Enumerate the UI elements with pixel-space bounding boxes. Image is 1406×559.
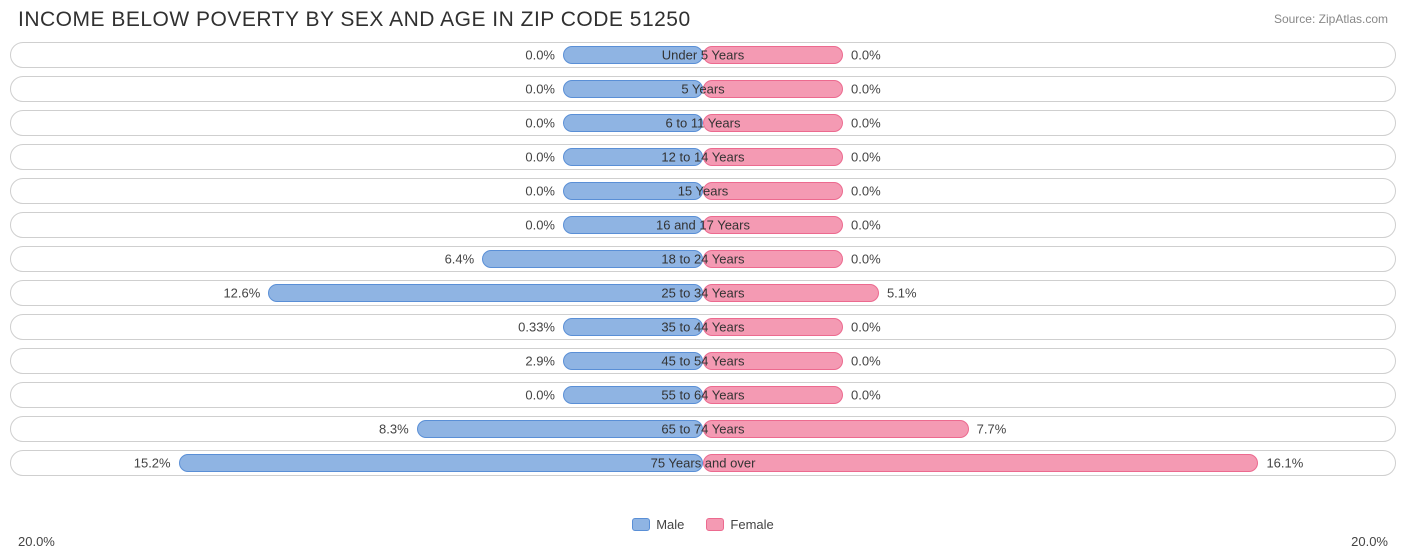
axis-left-max: 20.0% bbox=[18, 534, 55, 549]
category-label: 25 to 34 Years bbox=[661, 286, 744, 301]
chart-row: 6.4% 0.0% 18 to 24 Years bbox=[10, 246, 1396, 272]
male-value-label: 12.6% bbox=[223, 286, 260, 301]
chart-row: 2.9% 0.0% 45 to 54 Years bbox=[10, 348, 1396, 374]
female-value-label: 0.0% bbox=[851, 388, 881, 403]
legend-male-label: Male bbox=[656, 517, 684, 532]
female-value-label: 0.0% bbox=[851, 150, 881, 165]
male-value-label: 6.4% bbox=[445, 252, 475, 267]
male-value-label: 15.2% bbox=[134, 456, 171, 471]
male-value-label: 0.0% bbox=[525, 184, 555, 199]
male-value-label: 0.0% bbox=[525, 82, 555, 97]
female-value-label: 0.0% bbox=[851, 82, 881, 97]
chart-title: INCOME BELOW POVERTY BY SEX AND AGE IN Z… bbox=[18, 8, 691, 32]
female-value-label: 0.0% bbox=[851, 252, 881, 267]
chart-row: 12.6% 5.1% 25 to 34 Years bbox=[10, 280, 1396, 306]
female-value-label: 0.0% bbox=[851, 116, 881, 131]
male-bar bbox=[417, 420, 703, 438]
chart-row: 0.0% 0.0% 15 Years bbox=[10, 178, 1396, 204]
category-label: 55 to 64 Years bbox=[661, 388, 744, 403]
chart-row: 0.0% 0.0% 12 to 14 Years bbox=[10, 144, 1396, 170]
female-swatch bbox=[706, 518, 724, 531]
female-value-label: 7.7% bbox=[977, 422, 1007, 437]
male-value-label: 0.0% bbox=[525, 150, 555, 165]
female-value-label: 0.0% bbox=[851, 218, 881, 233]
female-value-label: 5.1% bbox=[887, 286, 917, 301]
axis-labels: 20.0% 20.0% bbox=[0, 532, 1406, 549]
chart-row: 0.0% 0.0% 55 to 64 Years bbox=[10, 382, 1396, 408]
female-bar bbox=[703, 454, 1258, 472]
female-value-label: 16.1% bbox=[1266, 456, 1303, 471]
axis-right-max: 20.0% bbox=[1351, 534, 1388, 549]
female-value-label: 0.0% bbox=[851, 184, 881, 199]
category-label: 18 to 24 Years bbox=[661, 252, 744, 267]
category-label: 45 to 54 Years bbox=[661, 354, 744, 369]
category-label: Under 5 Years bbox=[662, 48, 744, 63]
male-value-label: 0.0% bbox=[525, 116, 555, 131]
category-label: 12 to 14 Years bbox=[661, 150, 744, 165]
chart-row: 0.0% 0.0% 6 to 11 Years bbox=[10, 110, 1396, 136]
chart-row: 15.2% 16.1% 75 Years and over bbox=[10, 450, 1396, 476]
category-label: 5 Years bbox=[681, 82, 724, 97]
category-label: 15 Years bbox=[678, 184, 729, 199]
female-value-label: 0.0% bbox=[851, 354, 881, 369]
legend-male: Male bbox=[632, 517, 684, 532]
category-label: 65 to 74 Years bbox=[661, 422, 744, 437]
male-value-label: 0.0% bbox=[525, 388, 555, 403]
chart-row: 0.0% 0.0% 16 and 17 Years bbox=[10, 212, 1396, 238]
legend-female: Female bbox=[706, 517, 773, 532]
male-value-label: 0.0% bbox=[525, 218, 555, 233]
female-value-label: 0.0% bbox=[851, 320, 881, 335]
category-label: 6 to 11 Years bbox=[666, 116, 741, 131]
male-swatch bbox=[632, 518, 650, 531]
category-label: 75 Years and over bbox=[651, 456, 756, 471]
chart-rows-container: 0.0%0.0%Under 5 Years0.0%0.0%5 Years0.0%… bbox=[0, 42, 1406, 476]
category-label: 16 and 17 Years bbox=[656, 218, 750, 233]
male-value-label: 0.0% bbox=[525, 48, 555, 63]
chart-row: 0.33% 0.0% 35 to 44 Years bbox=[10, 314, 1396, 340]
category-label: 35 to 44 Years bbox=[661, 320, 744, 335]
legend: Male Female bbox=[0, 517, 1406, 532]
male-value-label: 2.9% bbox=[525, 354, 555, 369]
male-value-label: 8.3% bbox=[379, 422, 409, 437]
chart-row: 0.0% 0.0% Under 5 Years bbox=[10, 42, 1396, 68]
female-value-label: 0.0% bbox=[851, 48, 881, 63]
male-bar bbox=[179, 454, 703, 472]
source-attribution: Source: ZipAtlas.com bbox=[1274, 8, 1388, 26]
chart-row: 8.3% 7.7% 65 to 74 Years bbox=[10, 416, 1396, 442]
chart-row: 0.0% 0.0% 5 Years bbox=[10, 76, 1396, 102]
legend-female-label: Female bbox=[730, 517, 773, 532]
male-bar bbox=[268, 284, 703, 302]
male-value-label: 0.33% bbox=[518, 320, 555, 335]
